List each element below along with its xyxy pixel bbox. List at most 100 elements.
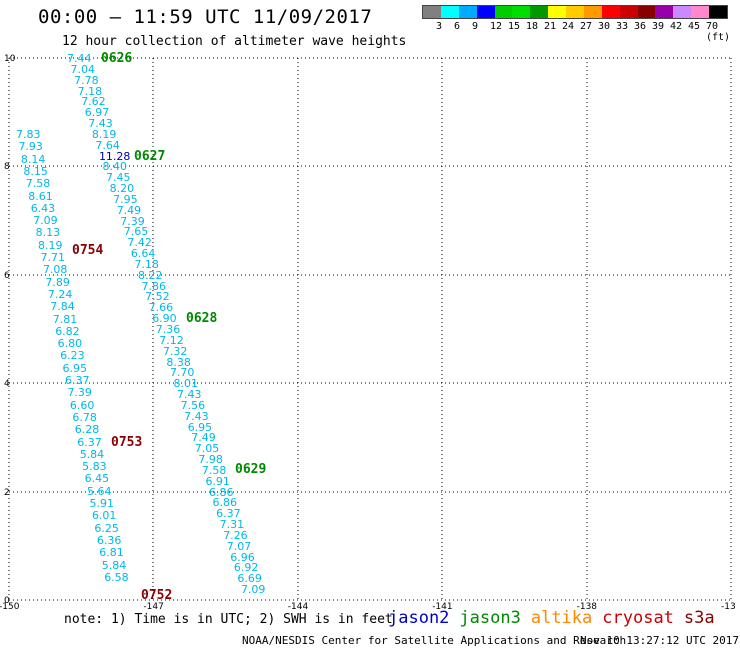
swh-value: 8.19 [91, 127, 117, 141]
pass-label: 0626 [101, 51, 133, 66]
lat-tick-label: 10 [4, 54, 16, 64]
swh-value: 7.70 [169, 366, 195, 380]
swh-value: 7.04 [70, 62, 96, 76]
swh-value: 7.08 [42, 263, 68, 277]
lat-tick-label: 0 [4, 596, 10, 606]
swh-value: 7.12 [159, 333, 184, 347]
swh-value: 5.84 [101, 558, 127, 572]
legend-swatch [637, 6, 656, 18]
chart-subtitle: 12 hour collection of altimeter wave hei… [62, 34, 407, 49]
swh-value: 8.38 [166, 355, 191, 369]
swh-value: 8.13 [35, 226, 61, 240]
swh-value: 6.37 [77, 435, 102, 449]
swh-value: 5.84 [79, 447, 105, 461]
footer-timestamp: Nov 10 13:27:12 UTC 2017 [580, 634, 739, 647]
swh-value: 7.49 [116, 203, 142, 217]
swh-value: 6.96 [230, 550, 255, 564]
swh-value: 7.81 [52, 312, 78, 326]
swh-value: 6.92 [233, 561, 259, 575]
pass-label: 0627 [134, 149, 166, 164]
legend-swatch [548, 6, 566, 18]
swh-value: 7.71 [40, 251, 66, 264]
color-legend-labels: 3 6 9 12 15 18 21 24 27 30 33 36 39 42 45 70 (ft) [422, 21, 740, 43]
swh-value: 7.26 [223, 528, 248, 542]
legend-swatch [673, 6, 692, 18]
footer-source: NOAA/NESDIS Center for Satellite Applica… [242, 634, 627, 647]
lon-tick-label: -150 [0, 602, 20, 612]
swh-value: 7.89 [45, 275, 70, 289]
swh-value: 6.37 [65, 374, 90, 387]
swh-value: 7.18 [77, 84, 103, 98]
swh-value: 5.91 [89, 497, 115, 510]
swh-value: 7.84 [50, 300, 75, 314]
legend-swatch [691, 6, 709, 18]
legend-swatch [601, 6, 620, 18]
swh-value: 7.58 [25, 177, 51, 191]
swh-value: 7.18 [134, 257, 159, 271]
legend-swatch [619, 6, 638, 18]
swh-value: 6.25 [94, 521, 119, 535]
lat-tick-label: 2 [4, 487, 10, 498]
swh-value: 7.31 [219, 518, 245, 532]
legend-swatch [458, 6, 477, 18]
swh-value: 6.01 [91, 509, 117, 523]
swh-value: 7.45 [106, 171, 131, 185]
swh-value: 7.65 [123, 225, 149, 239]
chart-title: 00:00 – 11:59 UTC 11/09/2017 [38, 6, 373, 28]
swh-value: 7.49 [191, 431, 216, 445]
swh-value: 7.39 [67, 386, 92, 400]
legend-label: 30 [598, 21, 611, 32]
legend-label: 39 [652, 21, 665, 32]
map-grid [8, 57, 732, 601]
swh-value: 7.52 [145, 290, 170, 304]
swh-value: 6.58 [104, 570, 129, 584]
legend-label: 3 [436, 21, 443, 32]
swh-value: 6.23 [60, 349, 85, 363]
pass-label: 0629 [235, 462, 267, 477]
swh-value: 6.69 [237, 572, 262, 586]
swh-value: 6.97 [84, 106, 110, 120]
swh-value: 8.14 [20, 152, 46, 166]
lon-tick-label: -13 [721, 602, 736, 612]
legend-swatch [494, 6, 513, 18]
swh-value: 7.98 [198, 453, 223, 467]
lon-tick-label: -147 [143, 602, 164, 612]
swh-value: 6.86 [212, 496, 238, 510]
swh-value: 7.07 [226, 539, 252, 553]
swh-value: 11.28 [98, 149, 131, 163]
legend-swatch [566, 6, 584, 18]
legend-label: 6 [454, 21, 461, 32]
swh-value: 7.43 [88, 117, 113, 131]
swh-value: 7.58 [201, 463, 227, 477]
swh-value: 6.81 [99, 546, 124, 560]
legend-label: 21 [544, 21, 557, 32]
swh-value: 7.83 [16, 128, 41, 141]
legend-label: 27 [580, 21, 593, 32]
legend-swatch [530, 6, 549, 18]
swh-value: 8.19 [38, 238, 63, 252]
swh-value: 6.90 [152, 312, 177, 326]
swh-value: 6.86 [209, 485, 234, 499]
legend-swatch [655, 6, 674, 18]
satellite-legend: jason2 jason3 altika cryosat s3a [388, 608, 725, 628]
swh-value: 7.42 [127, 236, 152, 250]
swh-value: 5.64 [87, 484, 112, 498]
legend-swatch [709, 6, 727, 18]
legend-label: 12 [490, 21, 503, 32]
swh-value: 8.22 [138, 268, 163, 282]
swh-value: 8.01 [173, 377, 199, 391]
swh-value: 6.95 [187, 420, 213, 434]
legend-label: 33 [616, 21, 629, 32]
lon-tick-label: -144 [287, 602, 309, 612]
satellite-cryosat: cryosat [602, 608, 674, 628]
swh-value: 7.93 [18, 140, 43, 154]
swh-value: 5.83 [82, 460, 107, 474]
lon-tick-label: -141 [432, 602, 453, 612]
swh-value: 7.95 [113, 192, 138, 206]
color-legend-bar [422, 5, 728, 19]
swh-value: 7.56 [180, 398, 206, 412]
swh-value: 6.60 [69, 398, 95, 412]
legend-label: 42 [670, 21, 683, 32]
lat-tick-label: 6 [4, 270, 10, 281]
pass-label: 0754 [72, 243, 104, 258]
